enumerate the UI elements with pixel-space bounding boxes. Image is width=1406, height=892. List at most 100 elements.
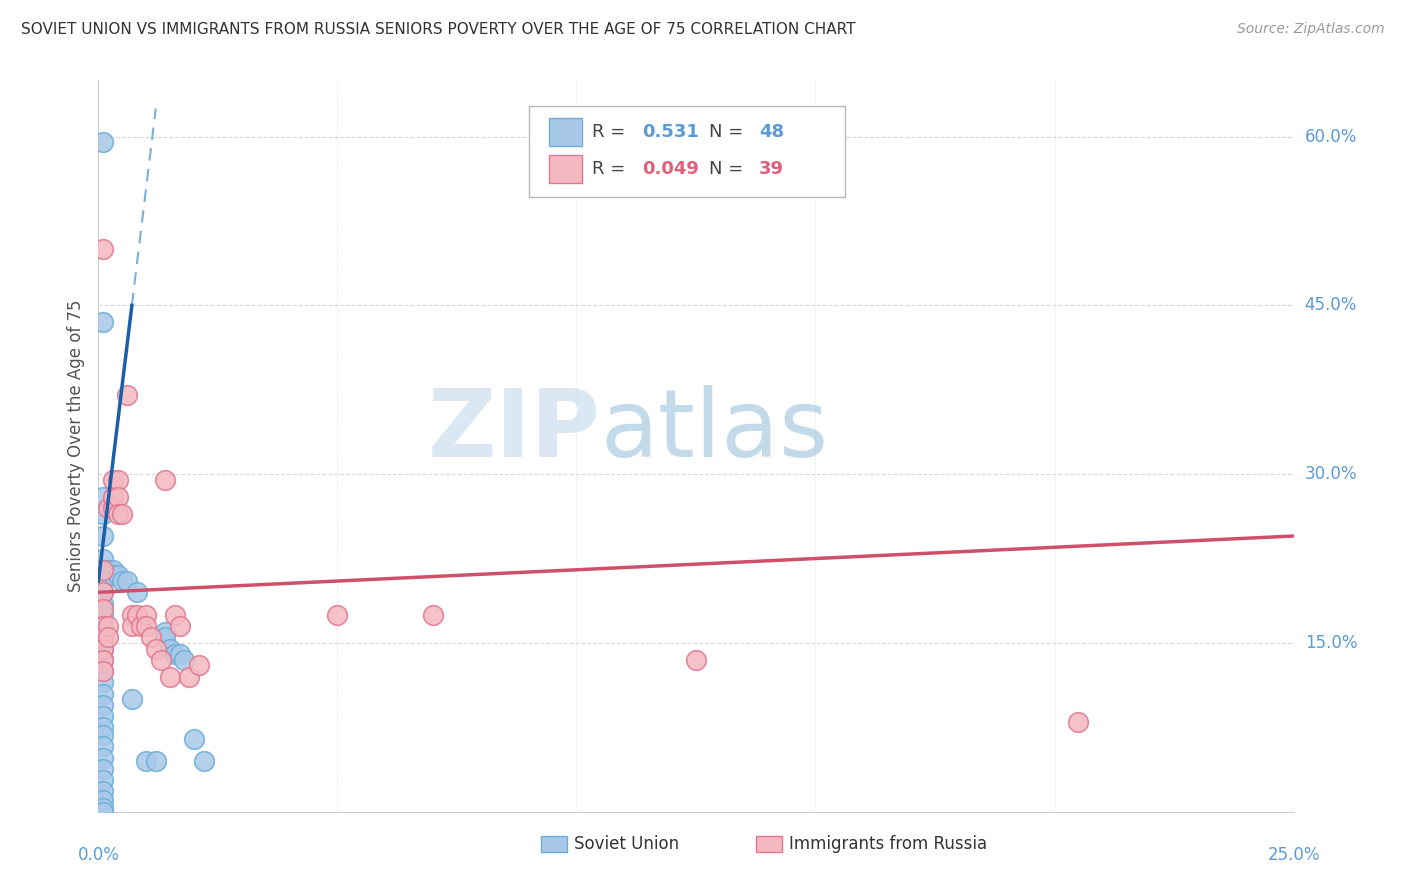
Point [97,619,120,633]
Text: SOVIET UNION VS IMMIGRANTS FROM RUSSIA SENIORS POVERTY OVER THE AGE OF 75 CORREL: SOVIET UNION VS IMMIGRANTS FROM RUSSIA S… [21,22,856,37]
Point [139,630,162,644]
Point [422,607,444,622]
Text: Source: ZipAtlas.com: Source: ZipAtlas.com [1237,22,1385,37]
Point [97,500,120,515]
Point [91,597,114,611]
Point [91,739,114,754]
Point [169,619,191,633]
Point [91,664,114,678]
Point [91,563,114,577]
Point [91,607,114,622]
Text: Soviet Union: Soviet Union [574,835,679,853]
Point [101,473,124,487]
Point [91,653,114,667]
Point [91,801,114,815]
Point [91,641,114,656]
Point [187,658,209,673]
Point [163,607,186,622]
Point [125,585,148,599]
Point [91,728,114,742]
Point [169,647,191,661]
Text: 48: 48 [759,123,785,141]
Y-axis label: Seniors Poverty Over the Age of 75: Seniors Poverty Over the Age of 75 [66,300,84,592]
Point [91,585,114,599]
Text: atlas: atlas [600,385,828,477]
Point [121,607,143,622]
Point [91,551,114,566]
Point [145,754,167,768]
Point [91,242,114,256]
Point [97,630,120,644]
Point [107,490,129,504]
Text: N =: N = [709,160,749,178]
Point [97,563,120,577]
Point [91,529,114,543]
Point [135,619,157,633]
Point [326,607,349,622]
Text: N =: N = [709,123,749,141]
Point [91,135,114,149]
Point [101,563,124,577]
Text: 39: 39 [759,160,785,178]
Point [179,670,201,684]
Point [91,698,114,712]
Point [163,647,186,661]
Bar [548,155,582,183]
Text: Immigrants from Russia: Immigrants from Russia [789,835,987,853]
Point [155,630,177,644]
Point [101,500,124,515]
Text: 60.0%: 60.0% [1305,128,1357,145]
Point [101,568,124,582]
Point [91,773,114,788]
Point [91,641,114,656]
Point [91,750,114,764]
Text: 0.531: 0.531 [643,123,699,141]
Text: R =: R = [592,160,631,178]
Point [91,574,114,588]
Point [91,793,114,807]
Point [149,653,172,667]
Point [91,630,114,644]
Point [91,675,114,690]
Point [91,720,114,734]
Bar [756,836,782,852]
Text: 25.0%: 25.0% [1267,847,1320,864]
Point [91,490,114,504]
Point [91,784,114,798]
Point [193,754,215,768]
Point [111,574,134,588]
Point [107,507,129,521]
Point [173,653,195,667]
Point [91,664,114,678]
Point [145,641,167,656]
Point [107,473,129,487]
Point [115,388,138,402]
Point [91,630,114,644]
Point [91,762,114,776]
Point [91,315,114,329]
Point [155,624,177,639]
Point [91,687,114,701]
Text: 15.0%: 15.0% [1305,634,1357,652]
Point [111,507,134,521]
Text: 0.0%: 0.0% [77,847,120,864]
Point [91,585,114,599]
Point [91,563,114,577]
Point [183,731,205,746]
Point [91,602,114,616]
Point [91,709,114,723]
Text: ZIP: ZIP [427,385,600,477]
Point [125,607,148,622]
Text: 30.0%: 30.0% [1305,465,1357,483]
Point [135,754,157,768]
Text: 0.049: 0.049 [643,160,699,178]
Point [155,473,177,487]
Point [91,619,114,633]
Point [159,670,181,684]
Bar [548,119,582,146]
Point [91,653,114,667]
Point [107,568,129,582]
Point [91,507,114,521]
Point [159,641,181,656]
Point [91,805,114,819]
